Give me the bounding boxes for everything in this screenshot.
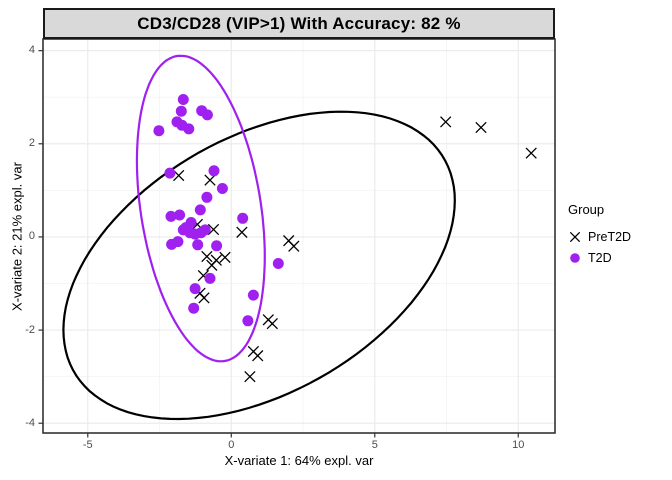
legend-item-label: T2D <box>588 250 612 265</box>
y-tick-label: 0 <box>28 230 35 243</box>
point-pret2d <box>206 259 218 271</box>
point-t2d <box>175 105 187 117</box>
point-pret2d <box>440 116 452 128</box>
x-tick-label: 5 <box>371 439 378 451</box>
point-t2d <box>208 165 220 177</box>
point-t2d <box>201 109 213 121</box>
point-pret2d <box>266 317 278 330</box>
point-t2d <box>188 302 200 314</box>
point-t2d <box>189 283 201 295</box>
point-pret2d <box>204 174 216 186</box>
ellipse-t2d <box>135 54 266 363</box>
point-t2d <box>165 210 177 222</box>
point-t2d <box>177 94 189 105</box>
point-t2d <box>247 289 259 301</box>
chart-title: CD3/CD28 (VIP>1) With Accuracy: 82 % <box>137 13 461 33</box>
point-t2d <box>204 272 216 284</box>
point-pret2d <box>252 350 264 362</box>
point-t2d <box>164 167 176 179</box>
point-pret2d <box>525 147 537 159</box>
point-t2d <box>272 258 284 269</box>
legend-item-pret2d: PreT2D <box>568 226 631 247</box>
point-t2d <box>183 123 195 135</box>
legend: Group PreT2D T2D <box>568 202 631 268</box>
y-tick-label: 2 <box>28 137 35 150</box>
point-pret2d <box>198 292 210 304</box>
point-t2d <box>194 204 206 216</box>
point-pret2d <box>201 250 213 263</box>
legend-title: Group <box>568 202 605 217</box>
point-t2d <box>201 191 213 203</box>
point-t2d <box>211 240 223 252</box>
point-t2d <box>192 239 204 251</box>
point-t2d <box>199 224 211 236</box>
legend-item-t2d: T2D <box>568 247 631 268</box>
y-tick-label: 4 <box>28 44 35 57</box>
point-pret2d <box>288 240 300 252</box>
x-tick-label: 10 <box>512 439 525 451</box>
y-tick-label: -4 <box>25 416 35 429</box>
point-t2d <box>166 238 178 250</box>
point-pret2d <box>236 226 248 238</box>
point-pret2d <box>244 370 256 383</box>
dot-marker-icon <box>570 252 580 263</box>
point-pret2d <box>475 121 487 134</box>
point-pret2d <box>219 251 231 264</box>
point-t2d <box>174 209 186 221</box>
point-t2d <box>242 315 254 327</box>
y-tick-label: -2 <box>25 323 35 336</box>
point-t2d <box>153 125 165 137</box>
ellipse-pret2d <box>62 110 456 421</box>
title-strip: CD3/CD28 (VIP>1) With Accuracy: 82 % <box>43 8 555 39</box>
point-pret2d <box>207 223 220 236</box>
x-tick-label: 0 <box>228 439 235 451</box>
x-tick-label: -5 <box>82 439 93 451</box>
point-t2d <box>237 212 249 224</box>
point-t2d <box>216 183 228 194</box>
x-axis-title: X-variate 1: 64% expl. var <box>224 453 374 468</box>
legend-item-label: PreT2D <box>588 229 632 244</box>
x-marker-icon <box>569 231 581 242</box>
